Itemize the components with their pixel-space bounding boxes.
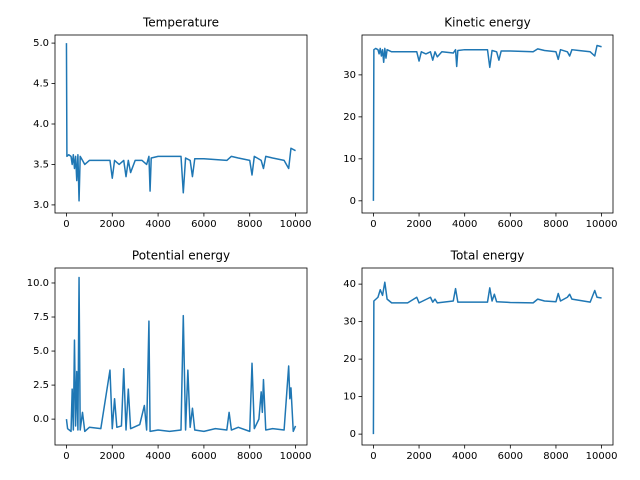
x-tick-label: 2000 [406, 219, 431, 230]
x-tick-label: 6000 [191, 451, 216, 462]
x-tick-label: 4000 [452, 451, 477, 462]
y-tick-label: 20 [343, 112, 356, 123]
data-line [372, 281, 602, 435]
y-tick-label: 7.5 [33, 312, 49, 323]
x-tick-label: 8000 [543, 219, 568, 230]
y-tick-label: 4.0 [33, 119, 49, 130]
y-tick-label: 10 [343, 154, 356, 165]
y-tick-label: 10.0 [27, 278, 49, 289]
y-tick-label: 5.0 [33, 38, 49, 49]
x-tick-label: 0 [63, 219, 69, 230]
x-tick-label: 4000 [145, 451, 170, 462]
x-tick-label: 6000 [498, 451, 523, 462]
x-tick-label: 0 [63, 451, 69, 462]
y-tick-label: 30 [343, 70, 356, 81]
y-tick-label: 0 [350, 429, 356, 440]
y-tick-label: 0.0 [33, 414, 49, 425]
x-tick-label: 2000 [100, 219, 125, 230]
x-tick-label: 8000 [237, 451, 262, 462]
x-tick-label: 10000 [586, 219, 618, 230]
x-tick-label: 4000 [452, 219, 477, 230]
data-line [372, 44, 602, 201]
x-tick-label: 0 [370, 219, 376, 230]
axes-frame [54, 267, 308, 446]
x-tick-label: 2000 [100, 451, 125, 462]
x-tick-label: 6000 [191, 219, 216, 230]
x-tick-label: 8000 [237, 219, 262, 230]
x-tick-label: 2000 [406, 451, 431, 462]
axes-frame [361, 267, 614, 446]
x-tick-label: 10000 [280, 219, 312, 230]
x-tick-label: 4000 [145, 219, 170, 230]
x-tick-label: 6000 [498, 219, 523, 230]
x-tick-label: 8000 [543, 451, 568, 462]
x-tick-label: 10000 [586, 451, 618, 462]
y-tick-label: 5.0 [33, 346, 49, 357]
subplot-title: Potential energy [132, 249, 230, 263]
y-tick-label: 20 [343, 354, 356, 365]
y-tick-label: 30 [343, 317, 356, 328]
axes-frame [54, 34, 308, 214]
subplot-title: Total energy [450, 249, 525, 263]
x-tick-label: 10000 [280, 451, 312, 462]
y-tick-label: 3.0 [33, 200, 49, 211]
subplot-title: Temperature [142, 16, 219, 30]
y-tick-label: 4.5 [33, 79, 49, 90]
axes-frame [361, 34, 614, 214]
subplot-title: Kinetic energy [444, 16, 530, 30]
y-tick-label: 0 [350, 196, 356, 207]
data-line [65, 43, 296, 202]
y-tick-label: 40 [343, 279, 356, 290]
y-tick-label: 3.5 [33, 159, 49, 170]
y-tick-label: 10 [343, 392, 356, 403]
y-tick-label: 2.5 [33, 380, 49, 391]
data-line [65, 276, 297, 433]
x-tick-label: 0 [370, 451, 376, 462]
